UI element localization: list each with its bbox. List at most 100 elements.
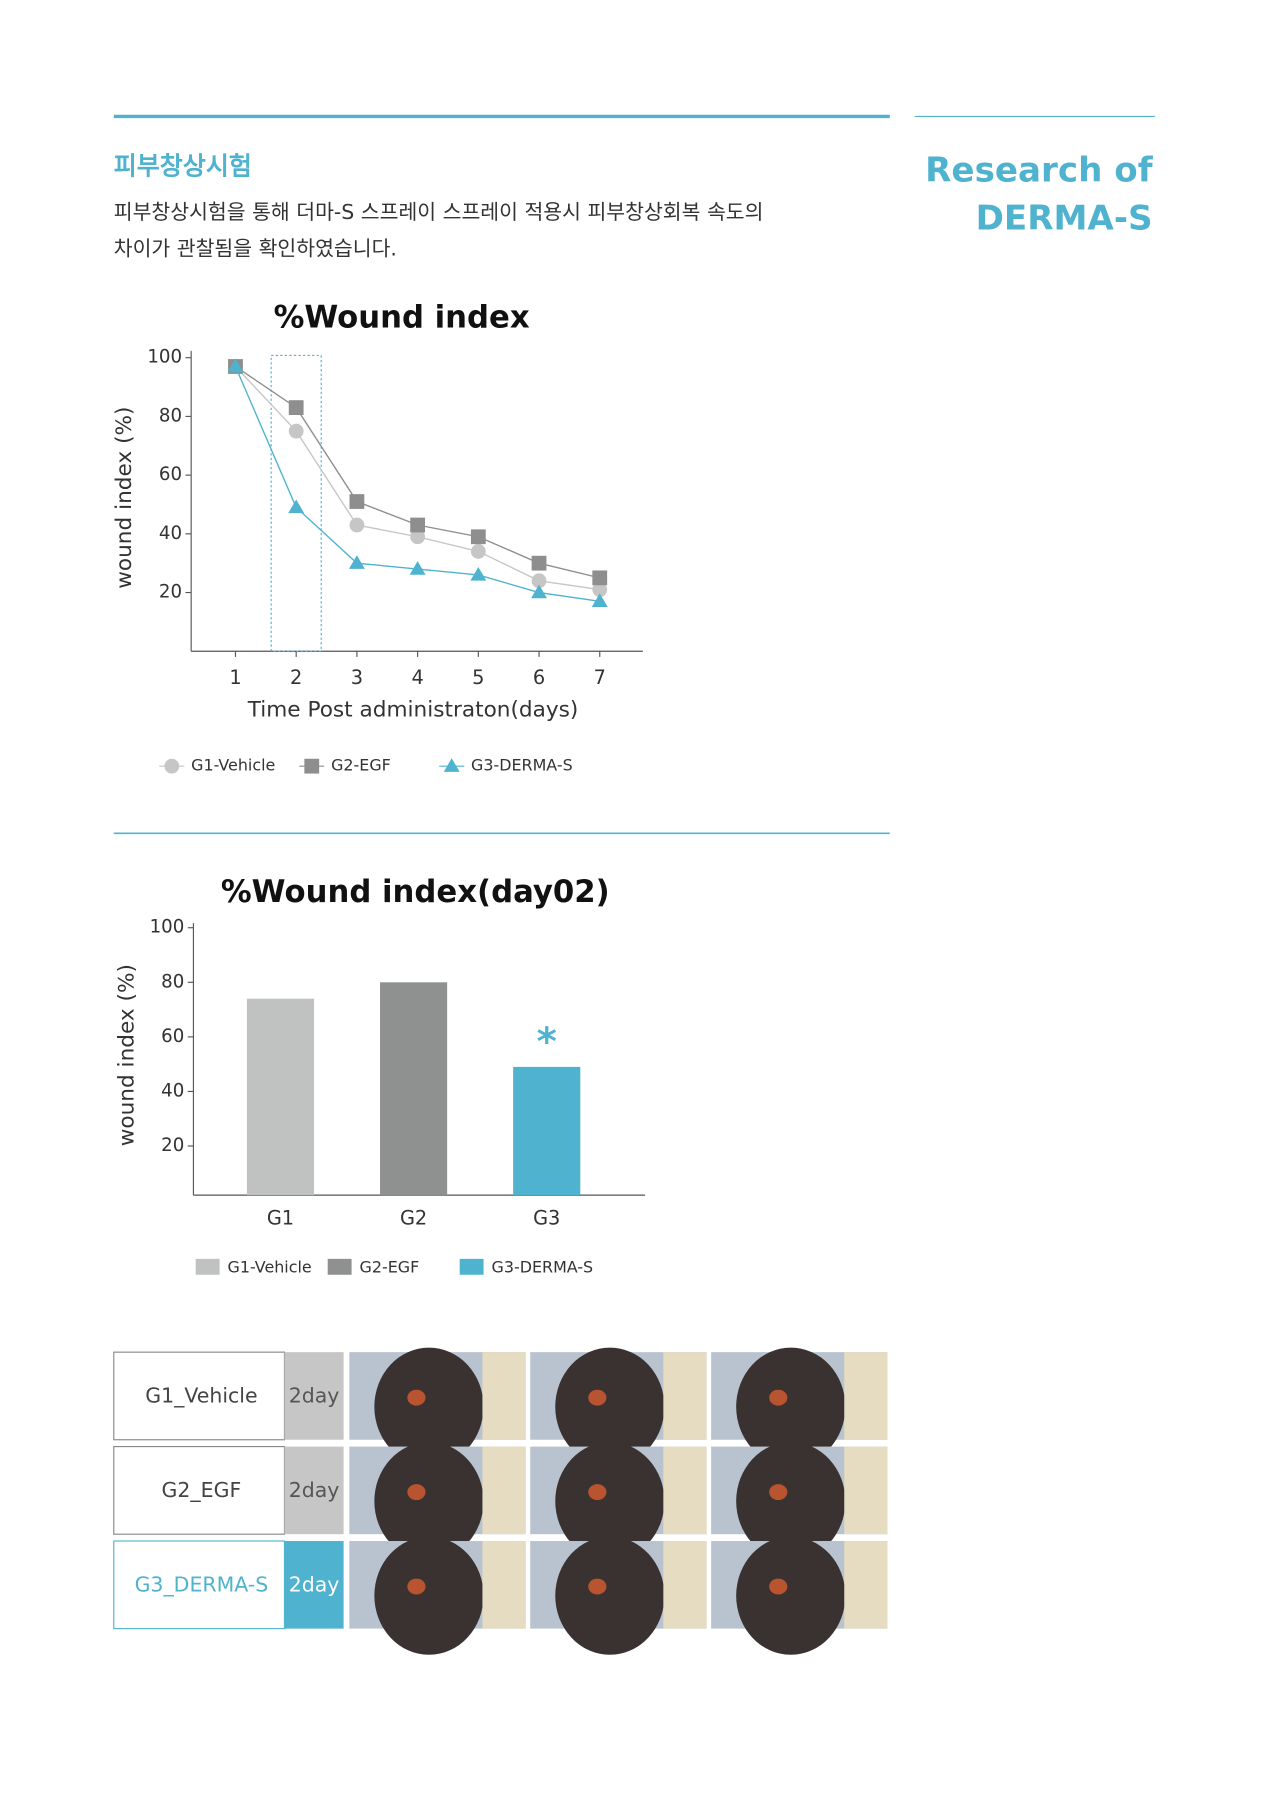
x-tick-label: G2 xyxy=(400,1207,427,1230)
photo-wound xyxy=(407,1484,426,1501)
y-tick-label: 20 xyxy=(161,1135,184,1156)
photo-ruler xyxy=(844,1446,888,1535)
photo-animal xyxy=(736,1536,846,1655)
y-tick-label: 60 xyxy=(159,464,182,485)
x-tick-label: 6 xyxy=(533,666,545,689)
marker xyxy=(410,517,426,533)
legend-label: G2-EGF xyxy=(360,1257,420,1276)
row-label-cell xyxy=(113,1446,286,1535)
photo-ruler xyxy=(482,1352,526,1440)
photo-ruler xyxy=(663,1352,707,1440)
y-tick-label: 60 xyxy=(161,1026,184,1047)
bar xyxy=(513,1066,581,1196)
y-tick-label: 80 xyxy=(159,405,182,426)
x-tick-label: 5 xyxy=(472,666,484,689)
day-cell xyxy=(284,1352,344,1440)
marker xyxy=(348,555,365,569)
photo-table: G1_Vehicle 2day G2_EGF 2day G3_DERMA-S 2day xyxy=(113,1347,888,1655)
photo-animal xyxy=(374,1536,484,1655)
section-title: 피부창상시험 xyxy=(114,152,252,181)
y-tick-label: 40 xyxy=(161,1080,184,1101)
x-tick-label: G1 xyxy=(267,1207,294,1230)
highlight-box xyxy=(270,354,322,652)
description: 차이가 관찰됨을 확인하였습니다. xyxy=(114,237,397,261)
marker xyxy=(410,529,426,545)
photo-wound xyxy=(588,1578,607,1595)
marker xyxy=(531,573,547,589)
marker xyxy=(591,593,608,608)
photo-animal xyxy=(374,1347,484,1466)
legend-label: G3-DERMA-S xyxy=(492,1257,594,1276)
day-cell xyxy=(284,1446,344,1535)
photo-ruler xyxy=(844,1541,888,1629)
x-axis-label: Time Post administraton(days) xyxy=(247,697,579,722)
photo-wound xyxy=(407,1389,426,1406)
marker xyxy=(470,566,487,581)
legend-swatch xyxy=(195,1258,220,1275)
y-tick-label: 100 xyxy=(150,917,185,938)
legend-label: G3-DERMA-S xyxy=(471,756,573,775)
marker xyxy=(592,582,608,598)
y-tick-label: 40 xyxy=(159,523,182,544)
photo-animal xyxy=(555,1442,665,1561)
marker xyxy=(409,561,426,575)
annotation: * xyxy=(537,1020,557,1065)
row-label-cell xyxy=(113,1351,286,1441)
photo-animal xyxy=(555,1536,665,1655)
y-tick-label: 80 xyxy=(161,971,184,992)
chart-title: %Wound index xyxy=(274,300,530,336)
marker xyxy=(592,570,608,586)
marker xyxy=(288,499,305,514)
y-tick-label: 20 xyxy=(159,582,182,603)
x-tick-label: G3 xyxy=(533,1207,560,1230)
marker xyxy=(349,517,365,533)
series-line xyxy=(235,365,600,579)
legend-marker xyxy=(164,758,180,774)
y-axis-label: wound index (%) xyxy=(112,407,137,589)
photo-wound xyxy=(769,1578,788,1595)
photo-ruler xyxy=(844,1352,888,1440)
legend-label: G1-Vehicle xyxy=(228,1257,312,1276)
day-label: 2day xyxy=(289,1384,340,1408)
x-tick-label: 4 xyxy=(411,666,423,689)
x-tick-label: 3 xyxy=(351,666,363,689)
row-label-cell xyxy=(113,1540,286,1630)
x-tick-label: 7 xyxy=(594,666,606,689)
marker xyxy=(531,555,547,571)
marker xyxy=(470,544,486,559)
legend-label: G1-Vehicle xyxy=(191,756,275,775)
photo-wound xyxy=(407,1578,426,1595)
photo-animal xyxy=(374,1442,484,1561)
photo-wound xyxy=(588,1389,607,1406)
legend-swatch xyxy=(459,1258,484,1275)
bar xyxy=(380,982,448,1196)
photo-ruler xyxy=(663,1446,707,1535)
y-tick-label: 100 xyxy=(147,347,182,368)
marker xyxy=(349,494,365,509)
row-label: G3_DERMA-S xyxy=(135,1572,269,1597)
bar xyxy=(246,998,315,1196)
side-title: DERMA-S xyxy=(976,199,1153,239)
x-tick-label: 1 xyxy=(229,666,241,689)
marker xyxy=(227,358,244,373)
photo-ruler xyxy=(663,1541,707,1629)
marker xyxy=(470,529,486,545)
side-title: Research of xyxy=(925,151,1154,191)
day-label: 2day xyxy=(289,1572,340,1596)
y-axis-label: wound index (%) xyxy=(114,964,139,1146)
photo-animal xyxy=(736,1442,846,1561)
photo-animal xyxy=(555,1347,665,1466)
legend-label: G2-EGF xyxy=(331,756,391,775)
photo-wound xyxy=(769,1484,788,1501)
x-tick-label: 2 xyxy=(290,666,302,689)
description: 피부창상시험을 통해 더마-S 스프레이 스프레이 적용시 피부창상회복 속도의 xyxy=(114,200,764,224)
photo-wound xyxy=(588,1484,607,1501)
chart-title: %Wound index(day02) xyxy=(221,874,610,910)
marker xyxy=(531,584,548,599)
photo-animal xyxy=(736,1347,846,1466)
photo-ruler xyxy=(482,1541,526,1629)
legend-marker xyxy=(443,758,460,772)
photo-wound xyxy=(769,1389,788,1406)
